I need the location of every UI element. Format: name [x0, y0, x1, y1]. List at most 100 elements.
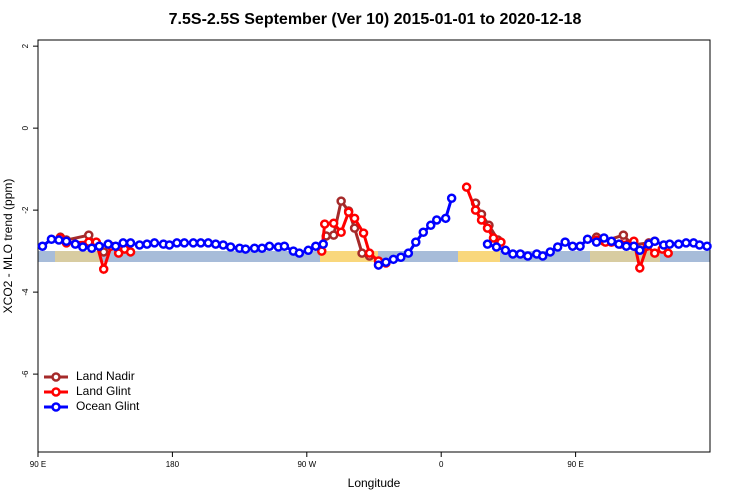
point: [54, 235, 64, 245]
point: [349, 213, 360, 224]
point: [425, 220, 436, 231]
point: [446, 193, 457, 203]
point: [482, 239, 493, 249]
point: [125, 238, 136, 248]
point: [552, 242, 563, 252]
land-patch: [320, 251, 378, 262]
point: [225, 242, 236, 252]
point: [70, 239, 81, 249]
point: [218, 240, 228, 250]
point: [461, 182, 472, 192]
point: [523, 251, 533, 261]
point: [164, 240, 175, 250]
y-tick-label: -4: [21, 288, 30, 296]
point: [560, 237, 570, 247]
legend-marker: [51, 402, 61, 412]
point: [567, 241, 578, 251]
point: [203, 238, 213, 248]
x-tick-label: 90 E: [30, 460, 46, 469]
point: [364, 248, 375, 258]
x-tick-label: 90 W: [297, 460, 316, 469]
point: [357, 248, 367, 258]
point: [328, 218, 339, 228]
point: [694, 240, 705, 250]
point: [78, 242, 88, 252]
point: [134, 240, 145, 250]
point: [118, 238, 128, 248]
x-tick-label: 180: [166, 460, 180, 469]
point: [403, 248, 414, 258]
point: [664, 239, 675, 249]
point: [635, 245, 645, 256]
legend-marker: [51, 387, 61, 397]
point: [418, 227, 429, 238]
point: [94, 241, 104, 251]
point: [614, 239, 624, 249]
point: [537, 251, 548, 261]
point: [110, 241, 121, 251]
land-patch: [55, 251, 100, 262]
point: [279, 241, 290, 251]
point: [98, 264, 109, 274]
point: [381, 257, 391, 267]
point: [500, 245, 511, 256]
point: [61, 236, 72, 247]
point: [264, 241, 275, 251]
y-tick-label: 2: [21, 43, 30, 48]
point: [508, 249, 518, 259]
legend-label: Land Nadir: [76, 369, 135, 383]
point: [240, 244, 251, 254]
point: [649, 236, 660, 247]
point: [618, 230, 629, 240]
land-patch: [590, 251, 660, 262]
point: [249, 243, 260, 254]
y-axis-label: XCO2 - MLO trend (ppm): [1, 179, 15, 314]
point: [663, 248, 673, 258]
point: [702, 241, 712, 251]
point: [349, 223, 360, 233]
point: [46, 234, 57, 244]
y-tick-label: -6: [21, 370, 30, 378]
point: [103, 239, 113, 249]
point: [87, 243, 97, 254]
point: [358, 228, 369, 238]
point: [649, 248, 660, 258]
point: [343, 207, 354, 217]
point: [125, 247, 136, 257]
x-tick-label: 90 E: [567, 460, 583, 469]
point: [629, 241, 639, 251]
point: [37, 241, 48, 251]
x-axis-label: Longitude: [348, 476, 401, 490]
point: [482, 223, 493, 233]
point: [515, 249, 526, 259]
x-tick-label: 0: [439, 460, 444, 469]
point: [172, 238, 182, 248]
point: [591, 237, 602, 247]
point: [318, 239, 328, 249]
point: [373, 260, 384, 270]
point: [388, 254, 399, 265]
point: [606, 236, 617, 247]
point: [491, 242, 502, 252]
point: [149, 238, 160, 248]
point: [311, 241, 321, 251]
legend-label: Land Glint: [76, 384, 131, 398]
point: [336, 227, 346, 238]
point: [681, 238, 691, 248]
point: [179, 238, 190, 248]
point: [545, 247, 555, 257]
point: [476, 215, 487, 225]
y-tick-label: -2: [21, 206, 30, 214]
point: [488, 233, 499, 243]
point: [210, 239, 221, 249]
y-tick-label: 0: [21, 125, 30, 130]
point: [196, 238, 206, 248]
point: [142, 239, 152, 249]
point: [188, 238, 199, 248]
point: [621, 241, 632, 251]
point: [336, 196, 346, 206]
point: [411, 237, 421, 247]
land-patch: [458, 251, 500, 262]
